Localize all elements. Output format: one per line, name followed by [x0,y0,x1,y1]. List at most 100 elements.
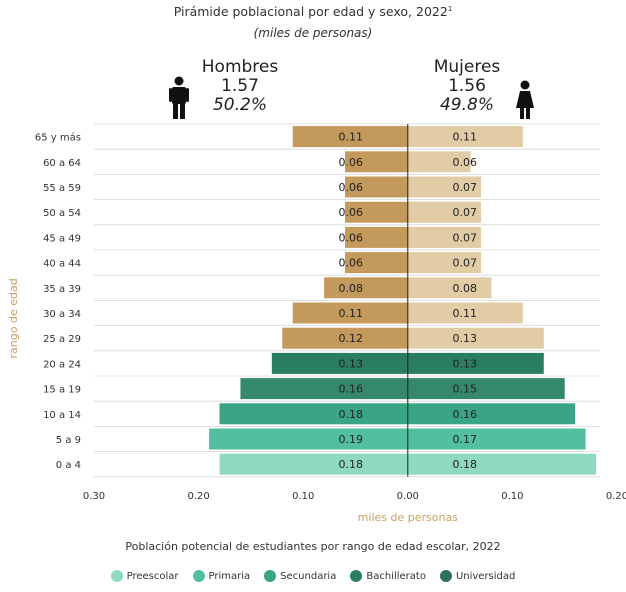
title-footnote-mark: 1 [447,4,453,13]
data-label-men: 0.13 [339,357,364,370]
chart-title: Pirámide poblacional por edad y sexo, 20… [0,4,626,19]
legend-item: Preescolar [110,570,179,582]
y-tick-label: 10 a 14 [43,410,81,421]
y-tick-label: 45 a 49 [43,233,81,244]
y-tick-label: 35 a 39 [43,284,81,295]
bar-men [219,403,408,425]
legend-item: Bachillerato [350,570,426,582]
bar-women [407,151,471,173]
bar-women [407,428,586,450]
x-tick-labels: 0.30 0.20 0.10 0.00 0.10 0.20 [83,491,626,502]
men-summary: Hombres 1.57 50.2% [185,58,295,115]
bar-men [240,378,408,400]
legend-label: Bachillerato [366,570,426,582]
data-label-women: 0.07 [453,231,478,244]
data-label-women: 0.06 [453,156,478,169]
woman-icon [516,80,534,119]
bar-men [345,252,408,274]
footnote: Población potencial de estudiantes por r… [125,540,501,553]
y-tick-label: 50 a 54 [43,208,81,219]
legend-label: Universidad [455,570,516,582]
x-tick-label: 0.20 [606,491,626,502]
x-tick-label: 0.30 [83,491,105,502]
bar-women [407,176,482,198]
legend-item: Secundaria [264,570,336,582]
bar-women [407,378,565,400]
data-label-men: 0.06 [339,156,364,169]
grid-lines [94,123,600,478]
data-label-men: 0.19 [339,433,364,446]
legend-swatch [192,570,205,582]
y-tick-label: 5 a 9 [56,435,81,446]
men-total: 1.57 [221,76,259,96]
bar-women [407,403,576,425]
man-icon [169,76,189,119]
legend-swatch [350,570,363,582]
x-tick-label: 0.00 [397,491,419,502]
y-tick-label: 40 a 44 [43,259,81,270]
data-label-women: 0.07 [453,206,478,219]
bar-men [271,352,408,374]
bar-men [209,428,408,450]
data-label-women: 0.18 [453,458,478,471]
bar-men [292,302,408,324]
bar-men [282,327,408,349]
y-tick-label: 25 a 29 [43,334,81,345]
women-label: Mujeres [433,57,501,77]
data-label-men: 0.12 [339,332,364,345]
y-tick-label: 15 a 19 [43,385,81,396]
bar-men [345,176,408,198]
data-label-men: 0.08 [339,282,364,295]
y-tick-label: 65 y más [35,132,81,144]
data-label-women: 0.13 [453,357,478,370]
bar-men [345,201,408,223]
women-percent: 49.8% [439,95,494,115]
y-tick-label: 55 a 59 [43,183,81,194]
data-label-women: 0.15 [453,383,478,396]
x-axis-label: miles de personas [358,511,459,524]
data-label-men: 0.06 [339,257,364,270]
data-label-men: 0.18 [339,458,364,471]
men-label: Hombres [201,57,279,77]
data-label-men: 0.18 [339,408,364,421]
x-tick-label: 0.20 [187,491,209,502]
legend-item: Primaria [192,570,251,582]
women-summary: Mujeres 1.56 49.8% [412,58,522,115]
data-label-women: 0.08 [453,282,478,295]
bars [209,126,597,475]
legend-item: Universidad [439,570,516,582]
legend: Preescolar Primaria Secundaria Bachillerato… [0,570,626,582]
y-tick-label: 30 a 34 [43,309,81,320]
bar-value-labels: 0.11 0.11 0.06 0.06 0.06 0.07 0.06 0.07 0.06 0.07… [339,131,478,472]
data-label-women: 0.16 [453,408,478,421]
data-label-women: 0.07 [453,257,478,270]
bar-men [345,151,408,173]
bar-women [407,126,523,148]
bar-women [407,327,544,349]
bar-women [407,453,597,475]
bar-women [407,302,523,324]
chart-title-text: Pirámide poblacional por edad y sexo, 20… [173,4,448,19]
data-label-men: 0.06 [339,181,364,194]
legend-label: Primaria [208,570,251,582]
y-tick-label: 0 a 4 [56,460,81,471]
data-label-men: 0.06 [339,206,364,219]
data-label-women: 0.13 [453,332,478,345]
bar-men [219,453,408,475]
bar-men [324,277,408,299]
women-total: 1.56 [448,76,486,96]
bar-men [292,126,408,148]
chart-subtitle: (miles de personas) [253,26,373,40]
data-label-women: 0.07 [453,181,478,194]
data-label-men: 0.11 [339,307,364,320]
bar-women [407,201,482,223]
x-tick-label: 0.10 [292,491,314,502]
legend-label: Preescolar [126,570,179,582]
data-label-men: 0.11 [339,131,364,144]
data-label-women: 0.11 [453,131,478,144]
bar-men [345,226,408,248]
bar-women [407,226,482,248]
y-tick-label: 20 a 24 [43,359,81,370]
data-label-women: 0.17 [453,433,478,446]
